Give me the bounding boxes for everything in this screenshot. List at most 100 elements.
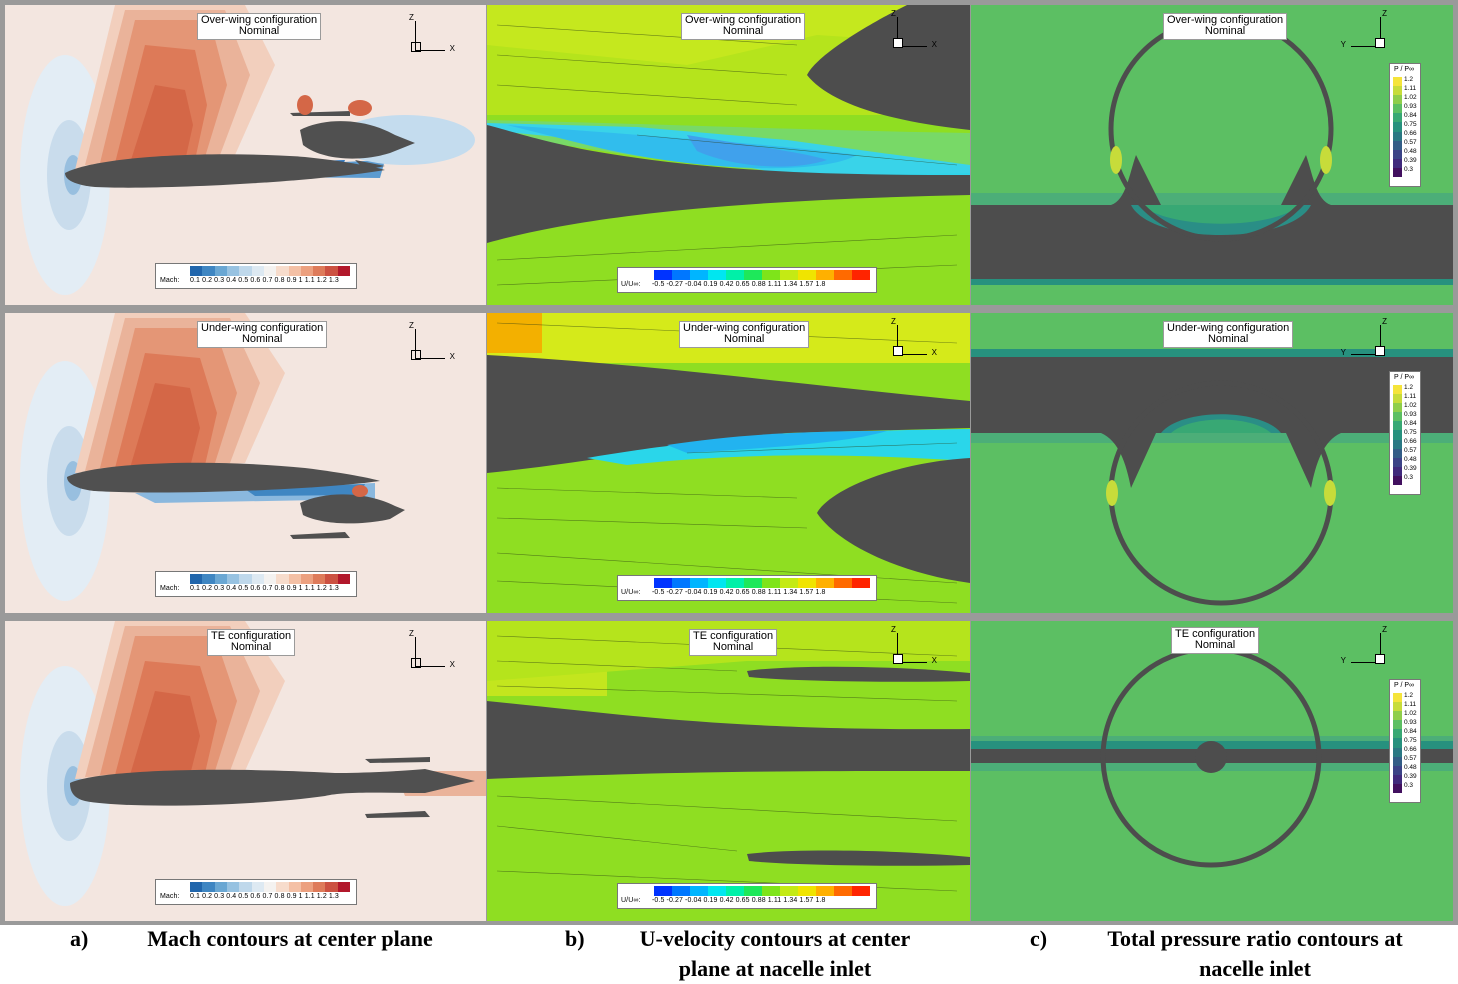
mach-legend: Mach: 0.1 0.2 0.3 0.4 0.5 0.6 0.7 0.8 0.…: [155, 263, 357, 289]
pressure-legend-tick: 1.02: [1404, 402, 1417, 409]
pressure-legend-tick: 1.2: [1404, 384, 1414, 391]
panel-title: Over-wing configuration Nominal: [197, 13, 322, 40]
pressure-legend-tick: 0.66: [1404, 130, 1417, 137]
pressure-legend-tick: 0.57: [1404, 447, 1417, 454]
u-velocity-legend-swatch: [762, 578, 780, 588]
mach-legend-swatch: [214, 574, 227, 584]
pressure-legend-swatch: [1393, 412, 1402, 422]
u-velocity-legend-swatch: [726, 886, 744, 896]
pressure-legend-tick: 0.84: [1404, 728, 1417, 735]
axis-z-label: Z: [409, 321, 414, 330]
axes-triad-icon: Z Y: [1341, 317, 1387, 357]
mach-legend-swatch: [300, 574, 314, 584]
u-velocity-legend-swatch: [672, 578, 690, 588]
u-velocity-legend-swatch: [834, 886, 852, 896]
mach-legend-swatch: [214, 882, 227, 892]
mach-legend-swatch: [190, 266, 203, 276]
caption-b: b) U-velocity contours at center plane a…: [565, 924, 965, 984]
pressure-panel-over-wing: Over-wing configuration Nominal Z Y P / …: [971, 5, 1453, 305]
axis-x-label: X: [449, 660, 455, 669]
caption-text: plane at nacelle inlet: [678, 956, 872, 981]
mach-legend-swatch: [202, 882, 215, 892]
mach-legend-swatch: [239, 266, 252, 276]
u-velocity-legend-swatch: [780, 270, 798, 280]
pressure-legend-swatch: [1393, 774, 1402, 784]
u-velocity-legend-swatch: [672, 270, 690, 280]
axis-z-label: Z: [891, 9, 896, 18]
pressure-legend: P / P∞ 1.2 1.11 1.02 0.93 0.84 0.75 0.66 0.57 0.…: [1389, 679, 1421, 803]
axis-z-label: Z: [1382, 9, 1387, 18]
mach-legend-swatch: [251, 882, 264, 892]
axes-triad-icon: Z X: [409, 629, 455, 669]
title-line-1: Over-wing configuration: [1167, 14, 1284, 26]
title-line-1: Under-wing configuration: [201, 322, 324, 334]
u-velocity-legend-swatches: [654, 886, 870, 896]
u-velocity-legend-swatch: [690, 578, 708, 588]
mach-legend-swatch: [313, 882, 326, 892]
pressure-legend-swatch: [1393, 475, 1402, 486]
axis-y-label: Y: [1341, 348, 1347, 357]
pressure-legend-swatch: [1393, 729, 1402, 739]
mach-legend-swatch: [288, 266, 301, 276]
u-velocity-legend-swatch: [762, 270, 780, 280]
pressure-legend-tick: 0.39: [1404, 773, 1417, 780]
u-velocity-legend-swatch: [780, 886, 798, 896]
u-velocity-legend-swatch: [780, 578, 798, 588]
pressure-legend-swatch: [1393, 167, 1402, 178]
pressure-legend-label: P / P∞: [1394, 374, 1415, 381]
pressure-legend-tick: 0.75: [1404, 121, 1417, 128]
mach-legend-ticks: 0.1 0.2 0.3 0.4 0.5 0.6 0.7 0.8 0.9 1 1.…: [190, 585, 339, 592]
mach-legend-swatch: [263, 882, 277, 892]
u-velocity-legend-ticks: -0.5 -0.27 -0.04 0.19 0.42 0.65 0.88 1.1…: [652, 589, 826, 596]
caption-letter: a): [70, 926, 89, 951]
pressure-legend-swatch: [1393, 720, 1402, 730]
pressure-contour-plot: [971, 621, 1453, 921]
pressure-legend-tick: 0.3: [1404, 166, 1414, 173]
title-line-2: Nominal: [230, 641, 272, 653]
panel-title: Over-wing configuration Nominal: [1163, 13, 1288, 40]
u-velocity-legend-swatch: [798, 578, 816, 588]
pressure-legend-swatch: [1393, 113, 1402, 123]
pressure-legend-swatch: [1393, 385, 1402, 395]
mach-legend-swatch: [226, 574, 240, 584]
pressure-legend-swatch: [1393, 466, 1402, 476]
title-line-1: TE configuration: [1175, 628, 1256, 640]
u-velocity-legend-swatches: [654, 270, 870, 280]
u-velocity-panel-under-wing: Under-wing configuration Nominal Z X U/U…: [487, 313, 970, 613]
mach-legend-swatch: [276, 882, 289, 892]
pressure-legend-tick: 0.3: [1404, 474, 1414, 481]
title-line-2: Nominal: [722, 25, 764, 37]
title-line-2: Nominal: [241, 333, 283, 345]
pressure-legend-swatches: [1393, 385, 1402, 486]
pressure-legend-ticks: 1.2 1.11 1.02 0.93 0.84 0.75 0.66 0.57 0.48 0.39 0…: [1404, 383, 1417, 482]
u-velocity-panel-te: TE configuration Nominal Z X U/U∞: -0.5 …: [487, 621, 970, 921]
axis-z-label: Z: [891, 317, 896, 326]
mach-legend-swatch: [190, 574, 203, 584]
mach-legend-swatch: [337, 266, 351, 276]
caption-a: a) Mach contours at center plane: [70, 924, 480, 954]
u-velocity-legend: U/U∞: -0.5 -0.27 -0.04 0.19 0.42 0.65 0.…: [617, 883, 877, 909]
title-line-2: Nominal: [238, 25, 280, 37]
pressure-legend: P / P∞ 1.2 1.11 1.02 0.93 0.84 0.75 0.66 0.57 0.…: [1389, 371, 1421, 495]
mach-legend-swatches: [190, 574, 351, 584]
pressure-legend-swatch: [1393, 158, 1402, 168]
axis-x-label: X: [931, 40, 937, 49]
u-velocity-legend-swatch: [654, 578, 672, 588]
pressure-legend-tick: 0.39: [1404, 465, 1417, 472]
caption-c: c) Total pressure ratio contours at nace…: [1030, 924, 1450, 984]
mach-legend-swatch: [202, 266, 215, 276]
u-velocity-legend-swatch: [816, 886, 834, 896]
mach-legend-label: Mach:: [160, 893, 180, 900]
title-line-1: TE configuration: [211, 630, 292, 642]
pressure-legend-swatch: [1393, 95, 1402, 105]
mach-contour-plot: [5, 621, 486, 921]
pressure-panel-te: TE configuration Nominal Z Y P / P∞ 1.2 1…: [971, 621, 1453, 921]
mach-legend-swatch: [251, 266, 264, 276]
pressure-legend-swatch: [1393, 421, 1402, 431]
pressure-legend-tick: 0.75: [1404, 737, 1417, 744]
caption-letter: c): [1030, 926, 1048, 951]
mach-legend-swatches: [190, 882, 351, 892]
mach-legend-swatch: [263, 574, 277, 584]
pressure-legend-tick: 1.02: [1404, 94, 1417, 101]
mach-legend: Mach: 0.1 0.2 0.3 0.4 0.5 0.6 0.7 0.8 0.…: [155, 571, 357, 597]
